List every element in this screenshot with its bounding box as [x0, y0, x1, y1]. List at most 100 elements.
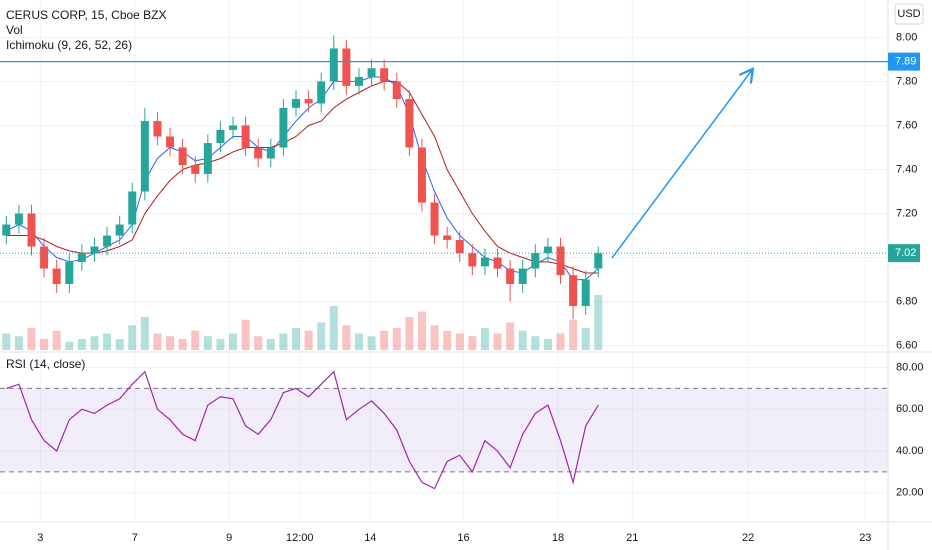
candle-body: [556, 246, 565, 276]
candle-body: [279, 107, 288, 148]
candle-body: [229, 125, 238, 130]
chart-title: CERUS CORP, 15, Cboe BZX: [6, 8, 167, 22]
volume-bar: [455, 333, 464, 350]
y-tick-label: 7.20: [896, 207, 917, 219]
volume-bar: [115, 339, 124, 350]
volume-bar: [103, 333, 112, 350]
rsi-line: [6, 370, 599, 490]
volume-bar: [569, 319, 578, 350]
currency: USD: [897, 8, 920, 20]
volume-bar: [65, 341, 74, 350]
y-tick-label: 6.80: [896, 295, 917, 307]
y-tick-label: 8.00: [896, 31, 917, 43]
volume-bar: [140, 317, 149, 350]
candle-body: [594, 253, 603, 269]
candle-body: [40, 246, 49, 269]
candle-body: [443, 235, 452, 240]
y-tick-label: 7.60: [896, 119, 917, 131]
candle-body: [292, 99, 300, 108]
candle-body: [380, 68, 389, 82]
volume-bar: [279, 333, 288, 350]
price-tag: [888, 52, 920, 71]
volume-bar: [480, 328, 489, 350]
volume-bar: [594, 295, 603, 350]
x-tick-label: 21: [626, 532, 638, 544]
candle-body: [405, 99, 414, 148]
volume-bar: [556, 333, 565, 350]
candle-body: [569, 275, 578, 306]
volume-bar: [128, 325, 137, 350]
currency-box[interactable]: [894, 3, 924, 25]
y-tick-label: 80.00: [896, 361, 924, 373]
candle-body: [115, 224, 124, 236]
volume-bar: [178, 339, 187, 350]
candle-body: [254, 147, 263, 159]
volume-bar: [405, 317, 414, 350]
candle-body: [455, 239, 464, 254]
candle-body: [581, 279, 590, 306]
indicator-label: Ichimoku (9, 26, 52, 26): [6, 38, 132, 52]
volume-bar: [581, 328, 590, 350]
candle-body: [417, 147, 426, 203]
candle-body: [480, 257, 489, 267]
x-tick-label: 9: [226, 532, 232, 544]
x-tick-label: 16: [457, 532, 469, 544]
candle-body: [342, 48, 351, 86]
volume-bar: [52, 330, 61, 350]
volume-bar: [153, 333, 162, 350]
candle-body: [518, 268, 527, 284]
candle-body: [493, 257, 502, 269]
volume-label: Vol: [6, 23, 23, 37]
ichimoku-line: [6, 80, 599, 274]
volume-bar: [493, 333, 502, 350]
candle-body: [543, 246, 552, 254]
volume-bar: [392, 328, 401, 350]
volume-bar: [329, 306, 338, 350]
y-tick-label: 40.00: [896, 445, 924, 457]
x-tick-label: 14: [364, 532, 376, 544]
candle-body: [178, 147, 187, 166]
candle-body: [2, 224, 11, 236]
volume-bar: [229, 333, 238, 350]
candle-body: [304, 99, 313, 104]
volume-bar: [506, 322, 515, 350]
x-tick-label: 18: [552, 532, 564, 544]
y-tick-label: 7.80: [896, 75, 917, 87]
price-tag-label: 7.89: [895, 56, 916, 68]
y-tick-label: 60.00: [896, 403, 924, 415]
candle-body: [153, 121, 162, 137]
volume-bar: [417, 311, 426, 350]
price-tag-label: 7.02: [895, 247, 916, 259]
x-tick-label: 23: [859, 532, 871, 544]
volume-bar: [531, 336, 540, 350]
volume-bar: [354, 333, 363, 350]
candle-body: [203, 143, 212, 174]
volume-bar: [166, 336, 175, 350]
candle-body: [367, 68, 376, 78]
candle-body: [392, 81, 401, 100]
price-tag: [888, 244, 920, 263]
rsi-band-fill: [0, 388, 888, 472]
candle-body: [140, 121, 149, 192]
candle-body: [27, 213, 36, 247]
candle-body: [166, 136, 175, 148]
volume-bar: [518, 330, 527, 350]
volume-bar: [254, 336, 263, 350]
candle-body: [103, 235, 112, 247]
candle-body: [128, 191, 137, 225]
candle-body: [191, 165, 200, 174]
volume-bar: [2, 333, 11, 350]
candle-body: [241, 125, 250, 148]
volume-bar: [430, 325, 439, 350]
candle-body: [317, 81, 326, 104]
rsi-label: RSI (14, close): [6, 357, 85, 371]
volume-bar: [543, 339, 552, 350]
candle-body: [531, 253, 540, 269]
candle-body: [468, 253, 477, 267]
candle-body: [329, 48, 338, 82]
volume-bar: [342, 325, 351, 350]
volume-bar: [468, 336, 477, 350]
volume-bar: [216, 339, 225, 350]
x-tick-label: 12:00: [286, 532, 314, 544]
y-tick-label: 20.00: [896, 487, 924, 499]
